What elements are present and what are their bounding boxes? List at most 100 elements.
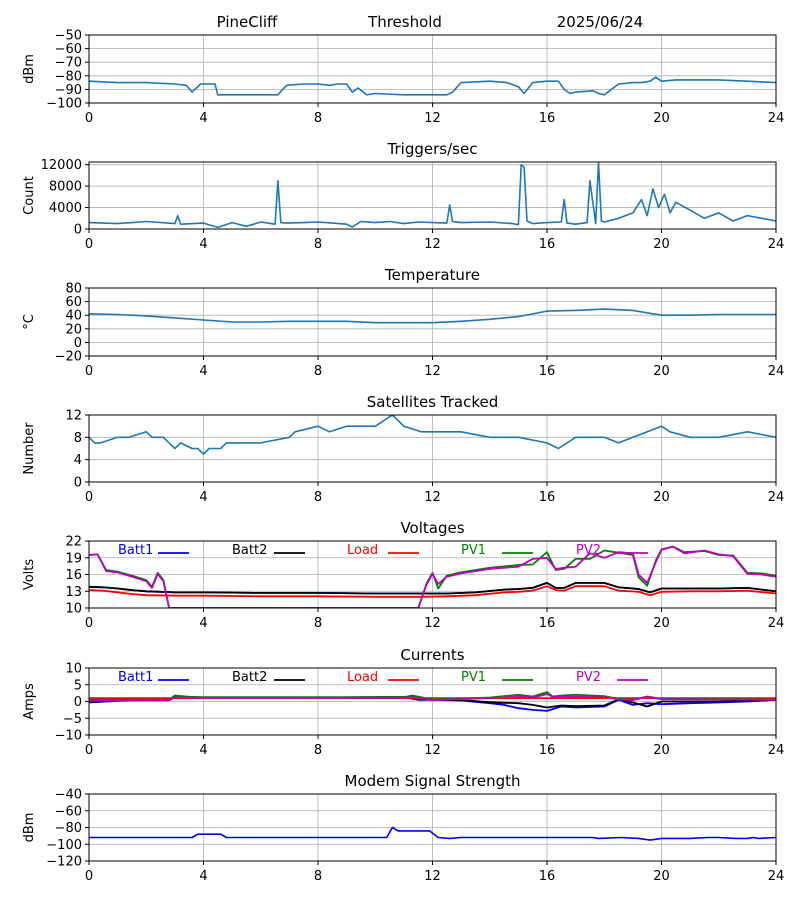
y-tick-label: −90 [55, 83, 82, 98]
chart-signal: −100−90−80−70−60−50 0 4 8 12 16 20 24 dBm [22, 29, 784, 127]
y-tick-label: −20 [55, 350, 82, 365]
x-tick-label: 24 [768, 743, 785, 758]
y-tick-label: 8 [74, 431, 82, 446]
x-tick-label: 16 [539, 616, 556, 631]
legend-label-batt1: Batt1 [118, 670, 153, 685]
series-line-load [89, 585, 776, 598]
y-tick-label: 8000 [49, 180, 82, 195]
x-tick-label: 16 [539, 490, 556, 505]
x-tick-label: 12 [424, 111, 441, 126]
x-tick-label: 24 [768, 237, 785, 252]
chart-currents: −10 −5 0 510 0 4 8 12 16 20 24 Currents Amps Batt1 Bat… [22, 646, 784, 758]
x-tick-label: 8 [314, 743, 322, 758]
chart-panels: −100−90−80−70−60−500 4 8 12 16 20 24dBm0400080… [22, 29, 784, 885]
y-tick-label: −100 [46, 838, 82, 853]
y-tick-label: −80 [55, 69, 82, 84]
y-tick-label: 4000 [49, 201, 82, 216]
x-tick-label: 0 [85, 237, 93, 252]
x-tick-label: 8 [314, 616, 322, 631]
x-tick-label: 16 [539, 743, 556, 758]
series-line-pv2 [89, 693, 776, 702]
x-tick-label: 16 [539, 869, 556, 884]
legend-label-batt2: Batt2 [232, 670, 267, 685]
y-tick-label: 0 [74, 336, 82, 351]
y-tick-label: 80 [65, 282, 82, 297]
y-tick-label: 20 [65, 322, 82, 337]
x-tick-label: 4 [199, 616, 207, 631]
series-group [89, 76, 776, 96]
x-tick-label: 20 [653, 364, 670, 379]
y-axis-label: Number [22, 422, 37, 475]
y-tick-label: 40 [65, 309, 82, 324]
x-tick-label: 24 [768, 869, 785, 884]
y-tick-label: −60 [55, 804, 82, 819]
x-tick-label: 0 [85, 743, 93, 758]
y-tick-label: −10 [55, 729, 82, 744]
x-tick-label: 24 [768, 616, 785, 631]
x-tick-label: 12 [424, 869, 441, 884]
y-axis-label: Volts [22, 559, 37, 591]
legend-label-load: Load [347, 543, 378, 558]
legend-label-pv1: PV1 [461, 543, 486, 558]
x-tick-label: 20 [653, 237, 670, 252]
x-tick-label: 4 [199, 490, 207, 505]
x-tick-label: 20 [653, 743, 670, 758]
station-name: PineCliff [217, 13, 278, 31]
y-tick-label: 10 [65, 602, 82, 617]
x-tick-label: 12 [424, 743, 441, 758]
series-line-triggers [89, 162, 776, 229]
y-tick-label: 10 [65, 662, 82, 677]
x-tick-label: 16 [539, 111, 556, 126]
series-group [89, 162, 776, 229]
y-tick-label: −40 [55, 788, 82, 803]
x-tick-label: 4 [199, 364, 207, 379]
y-tick-label: 4 [74, 453, 82, 468]
x-tick-label: 12 [424, 237, 441, 252]
series-line-temperature [89, 308, 776, 324]
y-tick-label: 12 [65, 409, 82, 424]
y-tick-label: −50 [55, 29, 82, 44]
y-tick-label: −120 [46, 855, 82, 870]
x-tick-label: 20 [653, 111, 670, 126]
chart-satellites: 0 4 8 12 0 4 8 12 16 20 24 Satellites Tracked Number [22, 393, 784, 505]
series-group [89, 415, 776, 455]
x-tick-label: 4 [199, 743, 207, 758]
y-tick-label: 0 [74, 476, 82, 491]
legend-label-pv2: PV2 [576, 670, 601, 685]
x-tick-label: 4 [199, 111, 207, 126]
y-tick-label: −80 [55, 821, 82, 836]
series-line-satellites [89, 415, 776, 455]
x-tick-label: 8 [314, 111, 322, 126]
y-tick-label: 19 [65, 551, 82, 566]
x-tick-label: 12 [424, 490, 441, 505]
y-tick-label: 22 [65, 535, 82, 550]
x-tick-label: 24 [768, 364, 785, 379]
y-tick-label: −70 [55, 56, 82, 71]
x-tick-label: 8 [314, 490, 322, 505]
chart-modem: −120 −100 −80 −60−40 0 4 8 12 16 20 24 Modem Signal… [22, 772, 784, 884]
series-line-signal [89, 76, 776, 96]
series-line-modem [89, 826, 776, 841]
x-tick-label: 24 [768, 490, 785, 505]
mode-label: Threshold [367, 13, 442, 31]
x-tick-label: 8 [314, 237, 322, 252]
chart-title: Triggers/sec [387, 140, 478, 158]
y-tick-label: 60 [65, 295, 82, 310]
y-axis-label: Amps [22, 683, 37, 720]
x-tick-label: 4 [199, 869, 207, 884]
y-tick-label: −5 [63, 712, 82, 727]
legend-label-batt2: Batt2 [232, 543, 267, 558]
chart-title: Currents [400, 646, 464, 664]
y-axis-label: °C [22, 314, 37, 330]
legend-label-pv2: PV2 [576, 543, 601, 558]
legend-label-pv1: PV1 [461, 670, 486, 685]
x-tick-label: 0 [85, 616, 93, 631]
y-tick-label: 5 [74, 678, 82, 693]
x-tick-label: 16 [539, 364, 556, 379]
y-tick-label: 12000 [41, 158, 82, 173]
series-group [89, 826, 776, 841]
y-axis-label: Count [22, 176, 37, 215]
